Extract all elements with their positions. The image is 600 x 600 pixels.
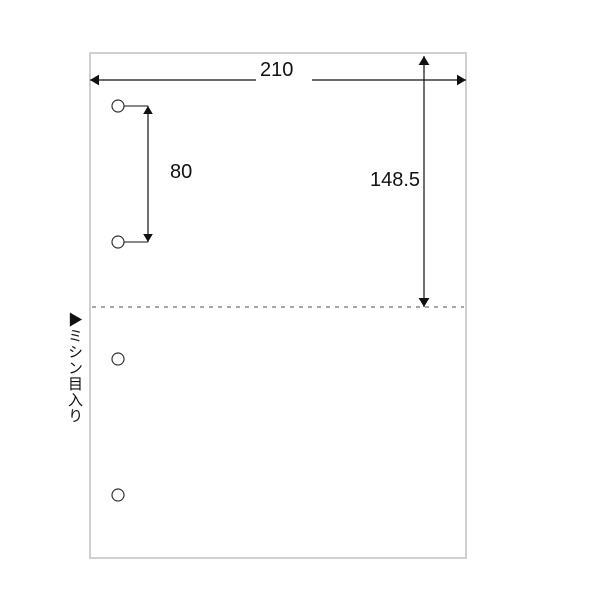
punch-hole-3 bbox=[112, 353, 124, 365]
dim-value-height: 148.5 bbox=[370, 169, 420, 191]
punch-hole-1 bbox=[112, 100, 124, 112]
dim-value-width: 210 bbox=[260, 59, 293, 81]
dim-value-pitch: 80 bbox=[170, 161, 192, 183]
page-outline bbox=[90, 53, 466, 558]
punch-hole-2 bbox=[112, 236, 124, 248]
punch-hole-4 bbox=[112, 489, 124, 501]
perforation-label: ▶ミシン目入り bbox=[64, 312, 85, 424]
